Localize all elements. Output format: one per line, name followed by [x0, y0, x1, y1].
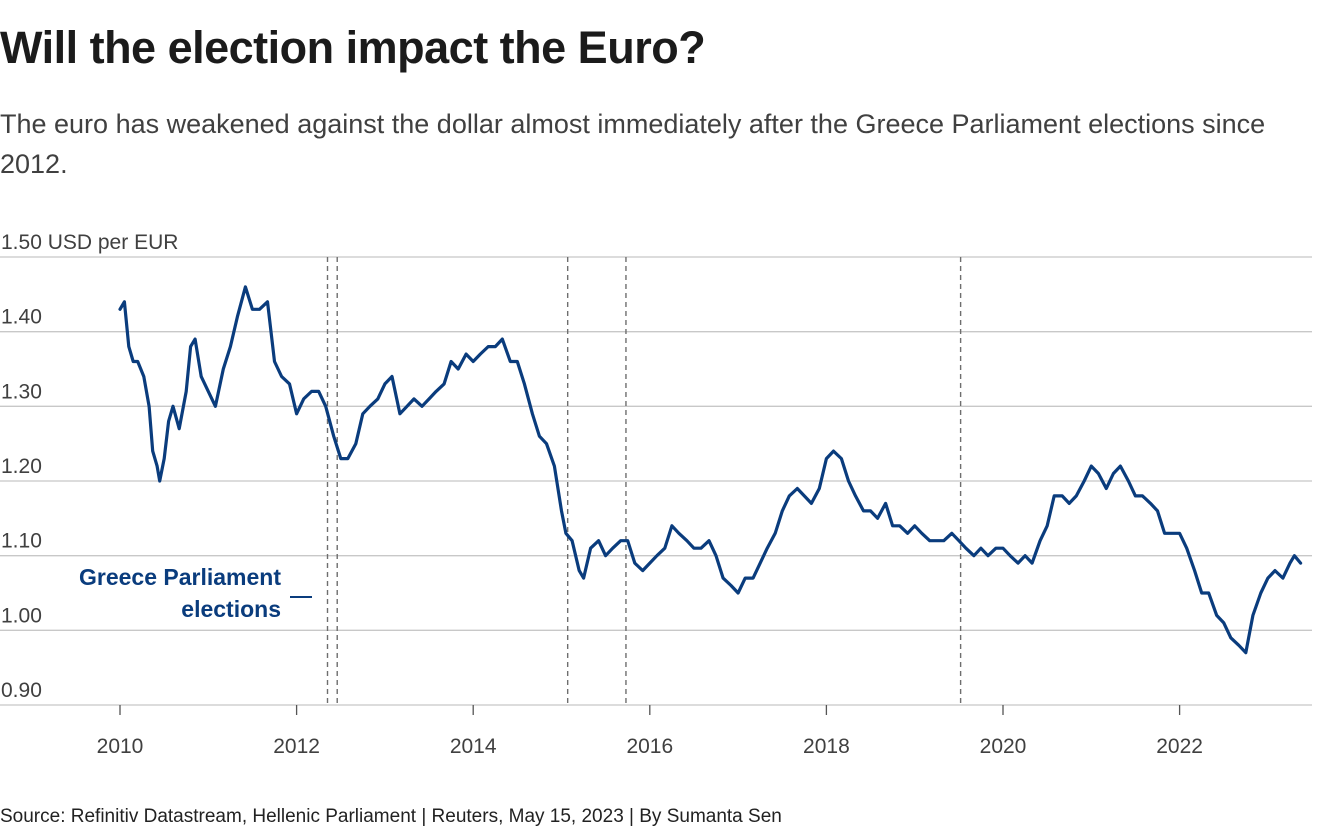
x-tick-label: 2020	[980, 735, 1027, 758]
x-tick-label: 2022	[1156, 735, 1203, 758]
line-chart: 1.50 USD per EUR 1.40 1.30 1.20 1.10 1.00 0.90…	[0, 231, 1312, 758]
y-tick-label: 1.20	[1, 455, 42, 478]
legend-label-line2: elections	[181, 596, 281, 622]
chart-title: Will the election impact the Euro?	[0, 22, 706, 73]
y-tick-label: 1.50 USD per EUR	[1, 231, 178, 254]
y-tick-label: 1.30	[1, 380, 42, 403]
y-tick-label: 0.90	[1, 679, 42, 702]
y-axis-ticks: 1.50 USD per EUR 1.40 1.30 1.20 1.10 1.00 0.90	[1, 231, 178, 702]
election-markers	[326, 257, 962, 705]
source-note: Source: Refinitiv Datastream, Hellenic P…	[0, 806, 782, 827]
y-tick-label: 1.00	[1, 604, 42, 627]
series-line-eurusd	[118, 285, 1303, 655]
chart-subtitle: The euro has weakened against the dollar…	[0, 109, 1266, 179]
y-tick-label: 1.40	[1, 306, 42, 329]
series-layer	[118, 285, 1303, 655]
x-tick-label: 2016	[626, 735, 673, 758]
x-tick-label: 2012	[273, 735, 320, 758]
gridlines	[0, 256, 1312, 706]
x-tick-label: 2010	[97, 735, 144, 758]
x-axis-ticks: 2010 2012 2014 2016 2018 2020 2022	[97, 705, 1203, 758]
y-tick-label: 1.10	[1, 530, 42, 553]
legend-label-line1: Greece Parliament	[79, 564, 281, 590]
x-tick-label: 2014	[450, 735, 497, 758]
x-tick-label: 2018	[803, 735, 850, 758]
legend: Greece Parliament elections	[79, 564, 312, 622]
